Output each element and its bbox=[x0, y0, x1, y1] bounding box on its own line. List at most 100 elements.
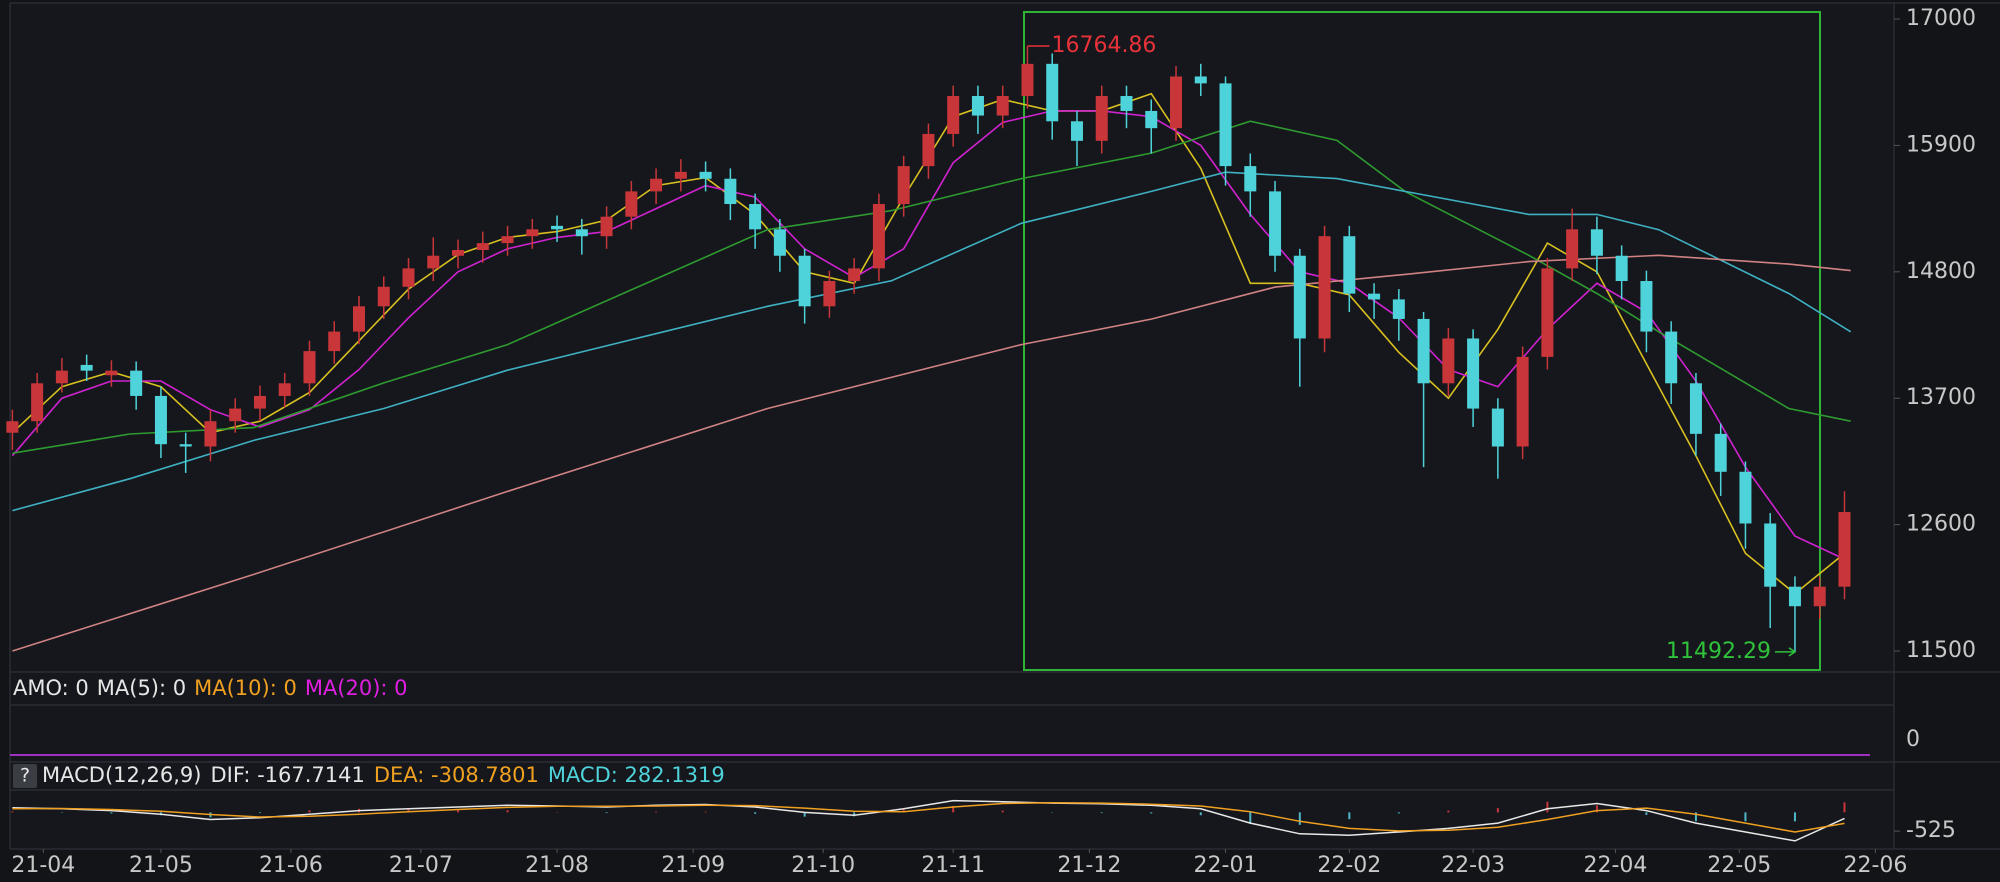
candle-body bbox=[1566, 229, 1579, 269]
legend-entry: AMO: 0 bbox=[13, 676, 89, 700]
candle-body bbox=[724, 178, 737, 205]
x-axis: 21-04 21-05 21-06 21-07 21-08 21-09 21-10 21-11… bbox=[11, 849, 1907, 878]
low-arrowhead bbox=[1788, 647, 1797, 657]
y-tick-label: 15900 bbox=[1906, 132, 1976, 157]
candle-body bbox=[1615, 255, 1628, 282]
candle-body bbox=[551, 225, 564, 230]
candle-body bbox=[971, 96, 984, 116]
y-tick-label: 14800 bbox=[1906, 259, 1976, 284]
y-tick-label: -525 bbox=[1906, 818, 1956, 843]
candle-body bbox=[650, 178, 663, 192]
y-tick-label: 12600 bbox=[1906, 512, 1976, 537]
candle-body bbox=[872, 204, 885, 269]
candle-body bbox=[1392, 299, 1405, 319]
x-tick-label: 22-06 bbox=[1843, 853, 1907, 878]
candle-body bbox=[229, 408, 242, 422]
candle-body bbox=[1813, 586, 1826, 607]
x-tick-label: 22-04 bbox=[1584, 853, 1648, 878]
candle-body bbox=[1739, 471, 1752, 524]
candle-body bbox=[600, 216, 613, 237]
legend-entry: DEA: -308.7801 bbox=[374, 763, 539, 787]
candle-body bbox=[352, 306, 365, 332]
candle-body bbox=[1689, 383, 1702, 434]
x-tick-label: 22-02 bbox=[1317, 853, 1381, 878]
candle-body bbox=[377, 286, 390, 307]
candle-body bbox=[328, 331, 341, 352]
candle-body bbox=[1269, 191, 1282, 256]
candle-body bbox=[798, 255, 811, 307]
candle-body bbox=[848, 268, 861, 282]
candle-body bbox=[1442, 338, 1455, 384]
candle-body bbox=[31, 383, 44, 422]
candle-body bbox=[253, 395, 266, 409]
range-selection-box[interactable] bbox=[1023, 11, 1821, 671]
candle-body bbox=[1070, 121, 1083, 141]
price-panel: 11500 12600 13700 14800 15900 17000 16764.86 11… bbox=[6, 6, 1976, 664]
candle-body bbox=[575, 229, 588, 237]
candle-body bbox=[996, 96, 1009, 116]
candle-body bbox=[476, 243, 489, 250]
candle-body bbox=[1491, 408, 1504, 447]
candle-body bbox=[922, 133, 935, 167]
candle-body bbox=[130, 370, 143, 396]
candle-body bbox=[1046, 63, 1059, 122]
x-tick-label: 21-11 bbox=[921, 853, 985, 878]
candle-body bbox=[1665, 331, 1678, 384]
candle-body bbox=[1714, 433, 1727, 472]
candle-body bbox=[1764, 523, 1777, 587]
candle-body bbox=[699, 171, 712, 179]
candle-body bbox=[1095, 96, 1108, 141]
candle-body bbox=[1120, 96, 1133, 111]
x-tick-label: 21-07 bbox=[389, 853, 453, 878]
help-button[interactable] bbox=[13, 764, 37, 788]
candle-body bbox=[1219, 83, 1232, 167]
candle-body bbox=[303, 351, 316, 384]
moving-average-line bbox=[12, 254, 1851, 652]
x-tick-label: 21-12 bbox=[1057, 853, 1121, 878]
candle-body bbox=[55, 370, 68, 384]
x-tick-label: 21-09 bbox=[661, 853, 725, 878]
candle-body bbox=[105, 370, 118, 376]
candle-body bbox=[154, 395, 167, 445]
legend-entry: MACD(12,26,9) bbox=[42, 763, 202, 787]
candle-body bbox=[823, 281, 836, 307]
candle-body bbox=[1541, 268, 1554, 357]
legend-entry: MA(20): 0 bbox=[305, 676, 408, 700]
candle-body bbox=[1021, 63, 1034, 97]
moving-average-line bbox=[11, 110, 1845, 560]
candle-body bbox=[1516, 356, 1529, 447]
candle-body bbox=[1194, 76, 1207, 84]
candle-body bbox=[1838, 511, 1851, 587]
candle-body bbox=[1788, 586, 1801, 607]
candle-body bbox=[80, 364, 93, 371]
x-tick-label: 21-04 bbox=[11, 853, 75, 878]
legend-entry: MACD: 282.1319 bbox=[548, 763, 725, 787]
candle-body bbox=[204, 421, 217, 447]
y-tick-label: 13700 bbox=[1906, 385, 1976, 410]
candle-body bbox=[674, 171, 687, 179]
macd-legend: MACD(12,26,9) DIF: -167.7141 DEA: -308.780… bbox=[42, 763, 725, 787]
macd-panel: ? MACD(12,26,9) DIF: -167.7141 DEA: -308.78… bbox=[11, 763, 1956, 843]
candle-body bbox=[179, 444, 192, 447]
macd-line bbox=[12, 799, 1845, 842]
amount-panel: AMO: 0 MA(5): 0 MA(10): 0 MA(20): 0 0 bbox=[10, 676, 1920, 756]
legend-entry: MA(5): 0 bbox=[97, 676, 186, 700]
x-tick-label: 21-06 bbox=[259, 853, 323, 878]
candle-body bbox=[1318, 236, 1331, 339]
y-tick-label: 0 bbox=[1906, 727, 1920, 752]
y-tick-label: 11500 bbox=[1906, 638, 1976, 663]
candle-body bbox=[625, 191, 638, 217]
candle-body bbox=[526, 229, 539, 237]
candle-body bbox=[402, 268, 415, 287]
candle-body bbox=[1145, 110, 1158, 129]
x-tick-label: 22-03 bbox=[1441, 853, 1505, 878]
candle-body bbox=[1293, 255, 1306, 339]
candle-body bbox=[427, 255, 440, 269]
candle-body bbox=[1640, 281, 1653, 332]
candle-body bbox=[1590, 229, 1603, 256]
help-button-label[interactable]: ? bbox=[20, 765, 30, 787]
plot-background bbox=[10, 3, 1894, 848]
candle-body bbox=[1417, 318, 1430, 384]
x-tick-label: 21-08 bbox=[525, 853, 589, 878]
